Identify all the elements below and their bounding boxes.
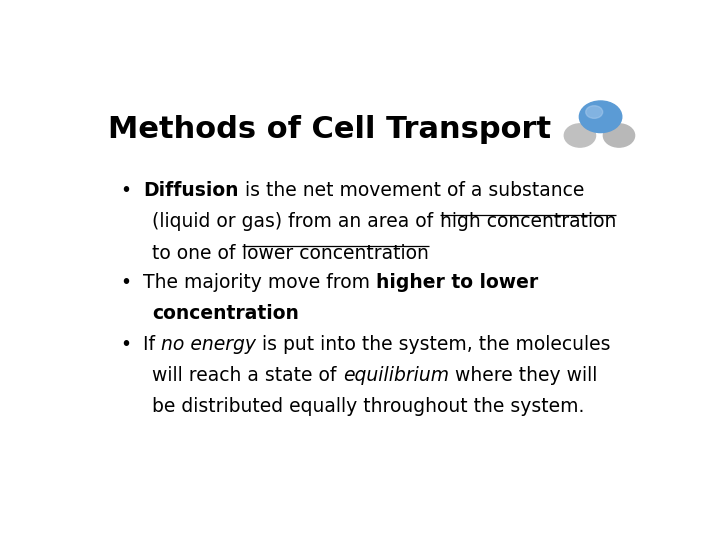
Circle shape [603,124,634,147]
Text: Diffusion: Diffusion [143,181,238,200]
Text: •: • [121,273,132,292]
Text: no energy: no energy [161,335,256,354]
Text: Methods of Cell Transport: Methods of Cell Transport [109,114,552,144]
Text: •: • [121,335,132,354]
Circle shape [564,124,595,147]
Text: The majority move from: The majority move from [143,273,376,292]
Text: where they will: where they will [449,366,598,385]
Text: If: If [143,335,161,354]
Text: higher to lower: higher to lower [376,273,539,292]
Text: high concentration: high concentration [440,212,616,232]
Text: (liquid or gas) from an area of: (liquid or gas) from an area of [153,212,440,232]
Text: is the net movement of a substance: is the net movement of a substance [238,181,584,200]
Text: to one of: to one of [153,244,242,262]
Text: lower concentration: lower concentration [242,244,428,262]
Text: •: • [121,181,132,200]
Circle shape [580,101,622,133]
Text: equilibrium: equilibrium [343,366,449,385]
Circle shape [586,106,603,118]
Text: concentration: concentration [153,304,300,323]
Text: will reach a state of: will reach a state of [153,366,343,385]
Text: be distributed equally throughout the system.: be distributed equally throughout the sy… [153,397,585,416]
Text: is put into the system, the molecules: is put into the system, the molecules [256,335,611,354]
